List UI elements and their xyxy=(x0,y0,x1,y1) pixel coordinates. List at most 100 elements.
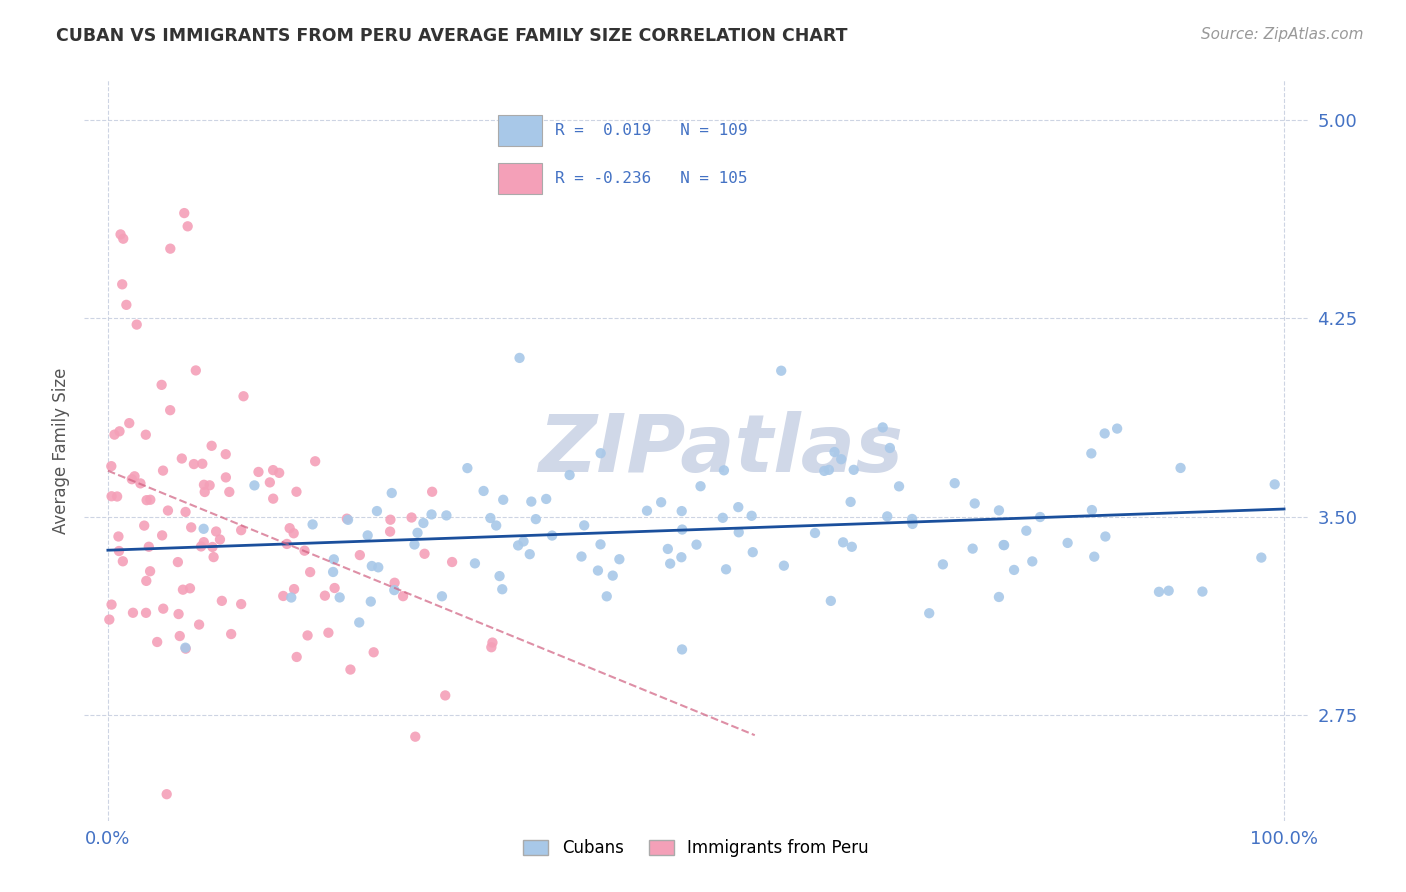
Point xyxy=(108,544,131,558)
Point xyxy=(170,451,193,466)
Point xyxy=(269,466,291,480)
Point xyxy=(103,427,125,442)
Point xyxy=(173,206,195,220)
Point xyxy=(586,564,609,578)
Point xyxy=(367,560,389,574)
Point xyxy=(770,364,793,378)
Point xyxy=(135,493,157,508)
Point xyxy=(472,483,495,498)
Point xyxy=(1147,584,1170,599)
Point xyxy=(441,555,464,569)
Point xyxy=(184,363,207,377)
Point xyxy=(1081,503,1104,517)
Point xyxy=(174,505,197,519)
Point xyxy=(191,457,214,471)
Point xyxy=(524,512,547,526)
Point xyxy=(135,574,157,588)
Point xyxy=(813,464,835,478)
Point xyxy=(420,484,443,499)
Point xyxy=(492,492,515,507)
Point xyxy=(382,583,405,598)
Point xyxy=(231,597,253,611)
Text: Source: ZipAtlas.com: Source: ZipAtlas.com xyxy=(1201,27,1364,42)
Point xyxy=(412,516,434,530)
Point xyxy=(481,635,503,649)
Point xyxy=(671,523,693,537)
Point xyxy=(183,457,205,471)
Point xyxy=(167,607,190,621)
Point xyxy=(150,377,173,392)
Point xyxy=(741,545,763,559)
Point xyxy=(1157,583,1180,598)
Point xyxy=(180,520,202,534)
Point xyxy=(283,582,305,596)
Point xyxy=(713,463,735,477)
Point xyxy=(596,590,619,604)
Point xyxy=(572,518,595,533)
Point xyxy=(589,537,612,551)
Point xyxy=(360,559,382,574)
Point xyxy=(404,730,426,744)
Point xyxy=(1021,554,1043,568)
Point xyxy=(118,416,141,430)
Point xyxy=(276,537,298,551)
Point xyxy=(1250,550,1272,565)
Point xyxy=(111,554,134,568)
Point xyxy=(832,535,855,549)
Point xyxy=(318,625,340,640)
Point xyxy=(1107,421,1129,435)
Point xyxy=(150,528,173,542)
Point xyxy=(508,538,530,552)
Point xyxy=(671,642,693,657)
Point xyxy=(107,529,129,543)
Point xyxy=(602,568,624,582)
Point xyxy=(135,427,157,442)
Point xyxy=(314,589,336,603)
Point xyxy=(190,540,212,554)
Point xyxy=(339,663,361,677)
Point xyxy=(657,541,679,556)
Point xyxy=(741,508,763,523)
Point xyxy=(839,495,862,509)
Point xyxy=(1264,477,1286,491)
Point xyxy=(156,787,179,801)
Point xyxy=(283,526,305,541)
Point xyxy=(259,475,281,490)
Point xyxy=(824,445,846,459)
Point xyxy=(176,219,198,234)
Point xyxy=(121,472,143,486)
Point xyxy=(167,555,190,569)
Point xyxy=(901,516,924,531)
Point xyxy=(138,540,160,554)
Point xyxy=(685,538,707,552)
Point xyxy=(636,504,658,518)
Point xyxy=(988,503,1011,517)
Point xyxy=(488,569,510,583)
Point xyxy=(322,552,344,566)
Point xyxy=(146,635,169,649)
Point xyxy=(1191,584,1213,599)
Point xyxy=(841,540,863,554)
Point xyxy=(115,298,138,312)
Point xyxy=(169,629,191,643)
Point xyxy=(918,606,941,620)
Point xyxy=(830,452,852,467)
Text: CUBAN VS IMMIGRANTS FROM PERU AVERAGE FAMILY SIZE CORRELATION CHART: CUBAN VS IMMIGRANTS FROM PERU AVERAGE FA… xyxy=(56,27,848,45)
Point xyxy=(430,589,453,603)
Point xyxy=(193,477,215,491)
Point xyxy=(125,318,148,332)
Point xyxy=(509,351,531,365)
Point xyxy=(392,589,415,603)
Point xyxy=(1080,446,1102,460)
Point xyxy=(215,470,238,484)
Point xyxy=(1170,461,1192,475)
Point xyxy=(304,454,326,468)
Point xyxy=(218,484,240,499)
Point xyxy=(714,562,737,576)
Point xyxy=(215,447,238,461)
Point xyxy=(378,524,401,539)
Point xyxy=(232,389,254,403)
Point xyxy=(124,469,146,483)
Point xyxy=(356,528,378,542)
Point xyxy=(174,640,197,655)
